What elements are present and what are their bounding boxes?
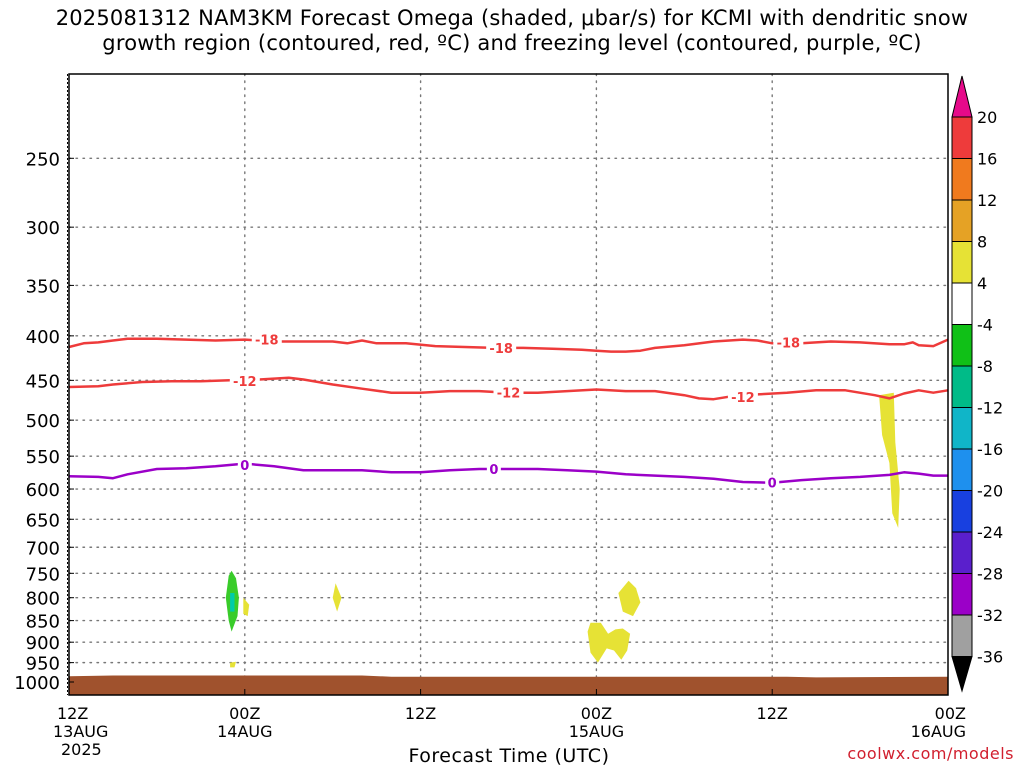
y-tick-label-250: 250: [26, 149, 60, 170]
colorbar-label-11: -28: [977, 565, 1003, 584]
contour-label-2-2: 0: [768, 477, 777, 492]
contour-label-bg: [493, 384, 524, 401]
colorbar-bin-5: [951, 282, 973, 325]
colorbar-label-6: -8: [977, 357, 993, 376]
contour-label-0-0: -18: [255, 334, 279, 349]
contour-label-0-1: -18: [489, 342, 513, 357]
colorbar-label-8: -16: [977, 440, 1003, 459]
colorbar-bottom-arrow: [951, 656, 973, 693]
colorbar-bin-11: [951, 531, 973, 574]
colorbar-top-arrow: [951, 75, 973, 118]
colorbar-label-4: 4: [977, 274, 987, 293]
source-credit: coolwx.com/models: [847, 744, 1014, 763]
contour-line-0: [68, 337, 949, 353]
contour-label-1-2: -12: [731, 391, 755, 406]
contour-label-bg: [229, 373, 260, 390]
contour-label-bg: [486, 460, 501, 477]
y-tick-label-350: 350: [26, 276, 60, 297]
contour-label-2-0: 0: [240, 459, 249, 474]
colorbar-bin-1: [951, 116, 973, 159]
colorbar-label-13: -36: [977, 648, 1003, 667]
colorbar-bin-10: [951, 490, 973, 533]
colorbar-bin-4: [951, 241, 973, 284]
omega-shading: [225, 392, 900, 668]
colorbar-label-0: 20: [977, 108, 997, 127]
y-tick-label-950: 950: [26, 654, 60, 675]
y-tick-label-650: 650: [26, 510, 60, 531]
y-tick-label-400: 400: [26, 327, 60, 348]
omega-colorbar: 20 16 12 8 4 -4 -8 -12 -16 -20 -24 -28 -32 -36: [951, 75, 1003, 693]
omega-region-4: [332, 583, 342, 612]
colorbar-bin-2: [951, 158, 973, 201]
colorbar-bin-8: [951, 407, 973, 450]
colorbar-label-2: 12: [977, 191, 997, 210]
omega-region-3: [230, 661, 236, 668]
x-tick-date-36: 15AUG: [569, 722, 624, 741]
chart-title-line-1: 2025081312 NAM3KM Forecast Omega (shaded…: [55, 6, 969, 30]
ground-fill: [69, 675, 948, 695]
colorbar-label-1: 16: [977, 150, 997, 169]
contour-label-0-2: -18: [777, 336, 801, 351]
colorbar-bin-3: [951, 199, 973, 242]
contour-label-bg: [251, 331, 282, 348]
y-tick-label-600: 600: [26, 480, 60, 501]
y-tick-label-300: 300: [26, 218, 60, 239]
x-tick-label-48: 12Z: [757, 704, 788, 723]
contour-label-bg: [727, 388, 758, 405]
contour-label-1-1: -12: [497, 387, 521, 402]
colorbar-bin-7: [951, 365, 973, 408]
omega-region-1: [230, 593, 235, 612]
x-tick-date-60: 16AUG: [911, 722, 966, 741]
y-tick-label-500: 500: [26, 411, 60, 432]
colorbar-bin-12: [951, 573, 973, 616]
contour-label-bg: [237, 456, 252, 473]
colorbar-label-12: -32: [977, 606, 1003, 625]
x-tick-year-0: 2025: [61, 740, 102, 759]
ground-layer: [69, 675, 948, 695]
y-tick-label-750: 750: [26, 564, 60, 585]
y-tick-label-1000: 1000: [14, 673, 60, 694]
plot-frame: [67, 73, 949, 696]
plot-border: [68, 73, 949, 696]
colorbar-label-10: -24: [977, 523, 1003, 542]
x-tick-label-0: 12Z: [57, 704, 88, 723]
y-tick-label-900: 900: [26, 633, 60, 654]
colorbar-label-9: -20: [977, 482, 1003, 501]
colorbar-label-7: -12: [977, 399, 1003, 418]
colorbar-label-3: 8: [977, 233, 987, 252]
omega-region-2: [243, 597, 250, 617]
x-tick-label-36: 00Z: [581, 704, 612, 723]
colorbar-bin-13: [951, 614, 973, 657]
grid-lines: [68, 73, 949, 696]
omega-region-5: [587, 622, 631, 663]
x-tick-label-60: 00Z: [935, 704, 966, 723]
contour-label-bg: [765, 474, 780, 491]
chart-title-line-2: growth region (contoured, red, ºC) and f…: [102, 31, 922, 55]
contour-label-bg: [486, 339, 517, 356]
omega-region-6: [618, 580, 641, 617]
x-axis-label: Forecast Time (UTC): [408, 745, 610, 767]
temperature-contours: -18 -18 -18 -12 -12 -12 0 0 0: [68, 331, 949, 492]
y-tick-label-550: 550: [26, 447, 60, 468]
colorbar-bin-6: [951, 324, 973, 367]
omega-region-7: [879, 392, 900, 528]
contour-label-1-0: -12: [233, 375, 257, 390]
x-tick-label-12: 00Z: [229, 704, 260, 723]
colorbar-bin-9: [951, 448, 973, 491]
pressure-axis: 2503003504004505005506006507007508008509…: [14, 149, 74, 694]
y-tick-label-800: 800: [26, 589, 60, 610]
contour-label-2-1: 0: [489, 463, 498, 478]
x-tick-date-0: 13AUG: [53, 722, 108, 741]
contour-line-2: [68, 462, 948, 484]
y-tick-label-850: 850: [26, 612, 60, 633]
x-tick-date-12: 14AUG: [217, 722, 272, 741]
y-tick-label-450: 450: [26, 371, 60, 392]
y-tick-label-700: 700: [26, 538, 60, 559]
colorbar-label-5: -4: [977, 316, 993, 335]
x-tick-label-24: 12Z: [405, 704, 436, 723]
contour-label-bg: [773, 334, 804, 351]
